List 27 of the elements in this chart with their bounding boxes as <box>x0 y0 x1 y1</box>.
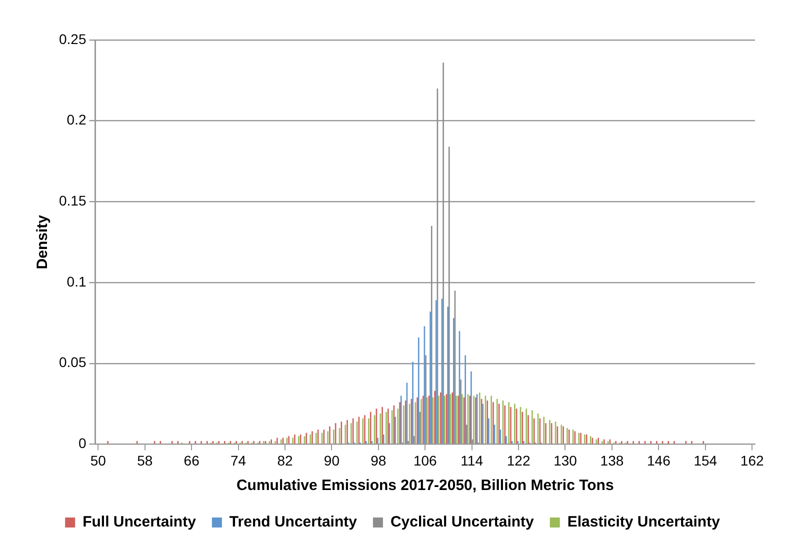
x-tick-label: 66 <box>184 452 200 468</box>
y-tick-label: 0.1 <box>66 273 86 290</box>
y-tick-label: 0.05 <box>59 354 86 370</box>
x-tick-label: 98 <box>370 452 386 468</box>
x-tick-label: 74 <box>230 452 246 468</box>
y-tick-label: 0 <box>78 435 86 452</box>
y-tick-label: 0.15 <box>59 192 86 209</box>
x-tick-label: 138 <box>600 452 624 468</box>
legend-label: Trend Uncertainty <box>229 514 358 531</box>
x-tick-label: 162 <box>740 452 764 468</box>
legend-label: Elasticity Uncertainty <box>567 514 721 531</box>
x-axis-title: Cumulative Emissions 2017-2050, Billion Metric Tons <box>236 477 614 494</box>
x-tick-label: 122 <box>506 452 530 468</box>
legend-label: Full Uncertainty <box>82 514 197 531</box>
x-tick-label: 106 <box>413 452 438 468</box>
y-tick-label: 0.25 <box>59 30 86 47</box>
x-tick-label: 58 <box>137 452 153 468</box>
x-tick-label: 146 <box>646 452 671 468</box>
x-tick-label: 90 <box>324 452 340 468</box>
y-tick-label: 0.2 <box>66 112 86 128</box>
x-tick-label: 50 <box>90 452 106 468</box>
y-axis-title: Density <box>34 214 52 270</box>
x-tick-label: 82 <box>277 452 293 468</box>
legend-label: Cyclical Uncertainty <box>390 514 535 531</box>
x-tick-label: 130 <box>554 452 578 468</box>
x-tick-label: 114 <box>460 452 484 468</box>
x-tick-label: 154 <box>694 452 718 468</box>
